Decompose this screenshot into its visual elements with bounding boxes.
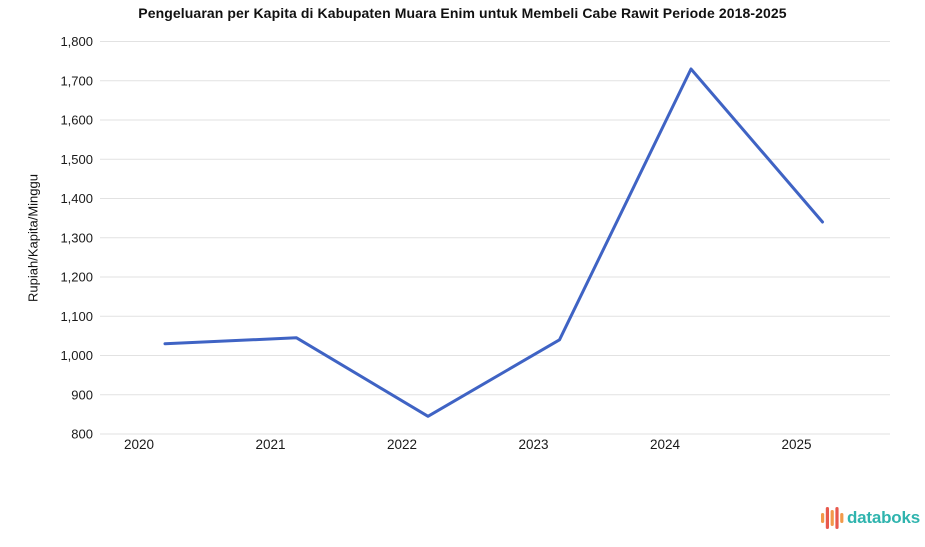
y-tick-label: 1,000 bbox=[60, 348, 93, 363]
x-tick-label: 2020 bbox=[124, 437, 154, 452]
y-tick-label: 1,500 bbox=[60, 152, 93, 167]
y-tick-label: 1,800 bbox=[60, 34, 93, 49]
y-tick-label: 800 bbox=[71, 427, 93, 442]
databoks-logo-text: databoks bbox=[846, 508, 920, 527]
databoks-logo[interactable]: databoks bbox=[820, 504, 920, 532]
y-tick-label: 1,600 bbox=[60, 113, 93, 128]
y-tick-label: 1,100 bbox=[60, 309, 93, 324]
x-tick-label: 2024 bbox=[650, 437, 681, 452]
x-tick-label: 2021 bbox=[255, 437, 285, 452]
y-tick-label: 1,200 bbox=[60, 270, 93, 285]
y-tick-label: 1,300 bbox=[60, 230, 93, 245]
y-tick-label: 1,700 bbox=[60, 73, 93, 88]
y-tick-label: 900 bbox=[71, 387, 93, 402]
x-tick-label: 2025 bbox=[781, 437, 811, 452]
y-tick-label: 1,400 bbox=[60, 191, 93, 206]
x-tick-label: 2023 bbox=[518, 437, 548, 452]
chart-title: Pengeluaran per Kapita di Kabupaten Muar… bbox=[138, 5, 787, 21]
data-line bbox=[163, 67, 824, 418]
line-chart: 800 900 1,000 1,100 1,200 1,300 1,400 1,500 1,60… bbox=[60, 34, 890, 452]
databoks-icon bbox=[820, 507, 844, 529]
x-tick-label: 2022 bbox=[387, 437, 417, 452]
